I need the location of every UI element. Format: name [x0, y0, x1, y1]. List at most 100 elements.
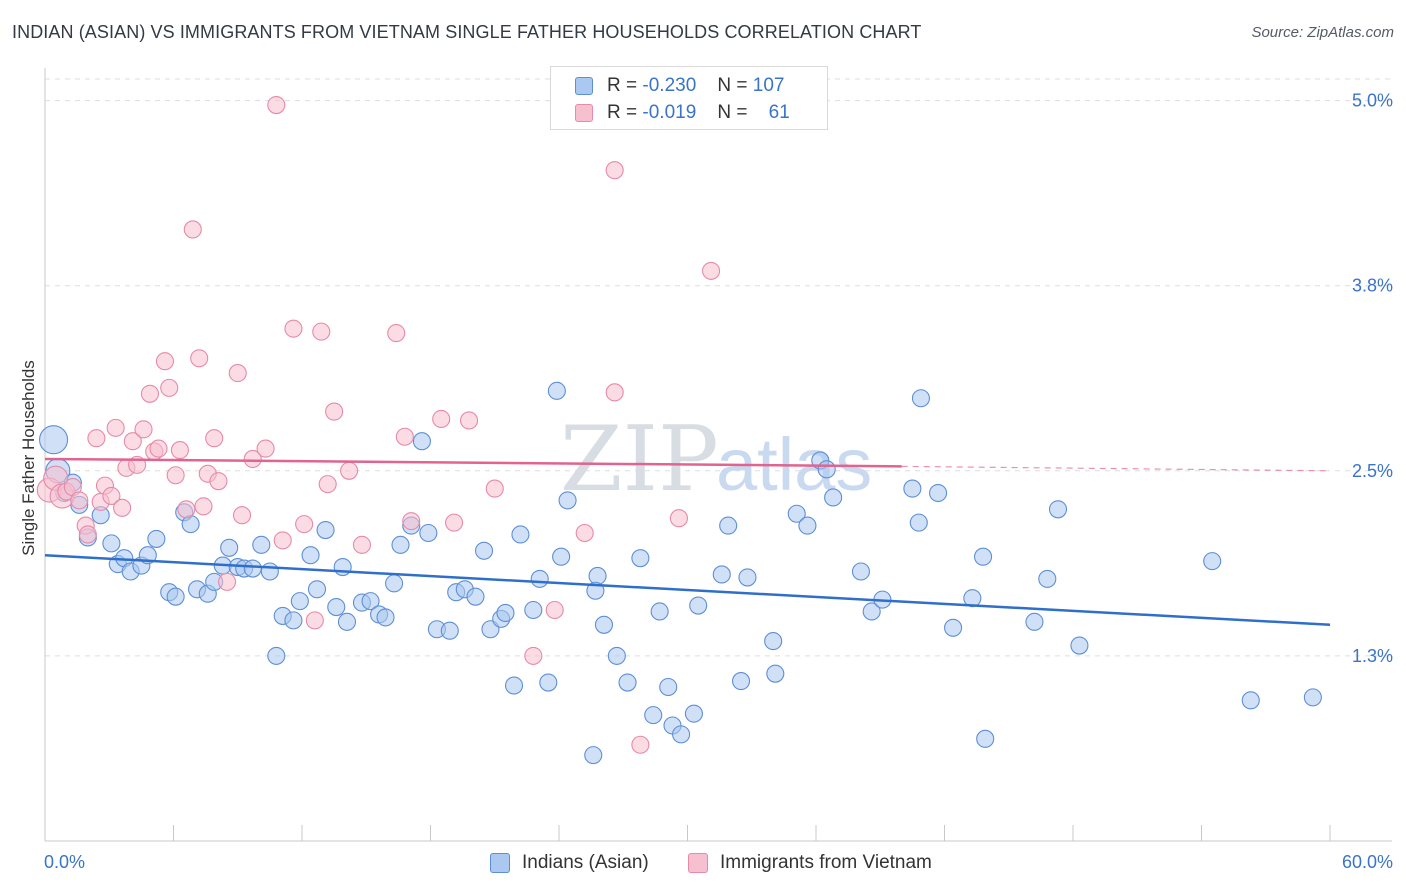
point-indians-asian — [419, 523, 438, 543]
point-indians-asian — [903, 479, 922, 498]
point-indians-asian — [524, 600, 543, 620]
point-indians-asian — [594, 615, 614, 634]
point-indians-asian — [301, 546, 320, 565]
point-immigrants-vietnam — [575, 523, 594, 543]
point-indians-asian — [764, 632, 783, 651]
point-indians-asian — [440, 621, 459, 640]
point-immigrants-vietnam — [243, 449, 262, 469]
point-indians-asian — [252, 535, 271, 554]
point-immigrants-vietnam — [545, 600, 564, 620]
point-indians-asian — [327, 597, 346, 617]
point-indians-asian — [719, 516, 738, 535]
point-indians-asian — [102, 534, 121, 553]
point-immigrants-vietnam — [352, 535, 372, 554]
point-indians-asian — [496, 603, 515, 623]
point-indians-asian — [1048, 500, 1068, 519]
point-indians-asian — [588, 566, 607, 585]
point-immigrants-vietnam — [702, 261, 721, 280]
point-indians-asian — [618, 673, 637, 692]
point-indians-asian — [976, 729, 995, 748]
point-indians-asian — [631, 549, 650, 568]
point-indians-asian — [644, 706, 663, 725]
point-indians-asian — [474, 541, 494, 560]
point-indians-asian — [166, 587, 185, 606]
point-immigrants-vietnam — [524, 646, 543, 665]
legend-n-value-pink: 61 — [768, 102, 790, 123]
point-immigrants-vietnam — [459, 411, 479, 430]
point-immigrants-vietnam — [256, 439, 275, 458]
point-indians-asian — [391, 535, 410, 554]
point-indians-asian — [973, 547, 993, 566]
point-indians-asian — [738, 568, 757, 587]
point-immigrants-vietnam — [402, 512, 421, 531]
point-immigrants-vietnam — [217, 572, 237, 591]
point-immigrants-vietnam — [70, 491, 89, 510]
y-tick-labels: 1.3% 2.5% 3.8% 5.0% — [1352, 91, 1393, 666]
point-indians-asian — [787, 504, 806, 523]
trend-line-indians-asian — [44, 553, 1331, 627]
point-indians-asian — [504, 676, 524, 695]
point-immigrants-vietnam — [102, 486, 121, 506]
point-immigrants-vietnam — [123, 432, 142, 451]
point-indians-asian — [766, 664, 785, 683]
axes — [44, 68, 1392, 842]
point-immigrants-vietnam — [155, 352, 174, 371]
trend-line-immigrants-vietnam — [44, 457, 902, 468]
point-indians-asian — [1070, 636, 1089, 655]
series-indians-asian — [39, 381, 1322, 765]
point-indians-asian — [260, 562, 279, 581]
point-indians-asian — [851, 562, 871, 581]
point-immigrants-vietnam — [340, 461, 359, 480]
chart-title: INDIAN (ASIAN) VS IMMIGRANTS FROM VIETNA… — [12, 22, 922, 42]
point-immigrants-vietnam — [183, 220, 202, 239]
y-axis-label: Single Father Households — [19, 360, 38, 556]
point-indians-asian — [672, 725, 691, 744]
point-indians-asian — [147, 529, 166, 548]
point-indians-asian — [817, 460, 836, 479]
point-immigrants-vietnam — [273, 531, 292, 550]
point-immigrants-vietnam — [166, 466, 185, 485]
point-indians-asian — [1038, 569, 1057, 588]
watermark-zip: ZIP — [560, 407, 719, 512]
point-indians-asian — [1303, 688, 1322, 707]
point-indians-asian — [316, 520, 335, 540]
legend-swatch-blue — [575, 77, 593, 95]
point-immigrants-vietnam — [387, 324, 406, 343]
legend-n-label: N = — [717, 75, 748, 96]
point-indians-asian — [558, 491, 577, 510]
point-immigrants-vietnam — [432, 409, 451, 429]
point-indians-asian — [689, 596, 708, 615]
bottom-legend-swatch-pink — [688, 853, 708, 873]
point-immigrants-vietnam — [267, 96, 286, 115]
point-immigrants-vietnam — [325, 402, 344, 421]
point-immigrants-vietnam — [113, 498, 132, 517]
y-tick-label: 1.3% — [1352, 646, 1393, 666]
source-label: Source: ZipAtlas.com — [1251, 24, 1394, 41]
trend-line-immigrants-vietnam-extension — [901, 465, 1331, 472]
bottom-legend-label-pink: Immigrants from Vietnam — [720, 852, 932, 873]
point-indians-asian — [607, 646, 626, 665]
point-immigrants-vietnam — [209, 472, 228, 491]
legend-n-value-blue: 107 — [752, 75, 785, 96]
point-indians-asian — [547, 381, 566, 400]
x-tick-label-min: 0.0% — [44, 852, 85, 872]
point-immigrants-vietnam — [395, 427, 414, 446]
y-tick-label: 2.5% — [1352, 461, 1393, 481]
legend-r-value-blue: -0.230 — [642, 75, 697, 96]
point-indians-asian — [220, 538, 239, 557]
point-indians-asian — [290, 592, 309, 611]
point-indians-asian — [911, 389, 930, 408]
point-indians-asian — [530, 569, 549, 588]
bottom-legend-label-blue: Indians (Asian) — [522, 852, 649, 873]
point-immigrants-vietnam — [485, 479, 504, 498]
point-immigrants-vietnam — [631, 735, 650, 754]
point-indians-asian — [798, 516, 817, 535]
point-immigrants-vietnam — [205, 429, 224, 448]
point-indians-asian — [267, 646, 286, 665]
point-indians-asian — [39, 425, 69, 455]
point-indians-asian — [361, 592, 380, 611]
point-indians-asian — [307, 580, 327, 599]
correlation-legend: R = -0.230 N = 107 R = -0.019 N = 61 — [550, 66, 828, 130]
legend-n-label: N = — [717, 102, 748, 123]
